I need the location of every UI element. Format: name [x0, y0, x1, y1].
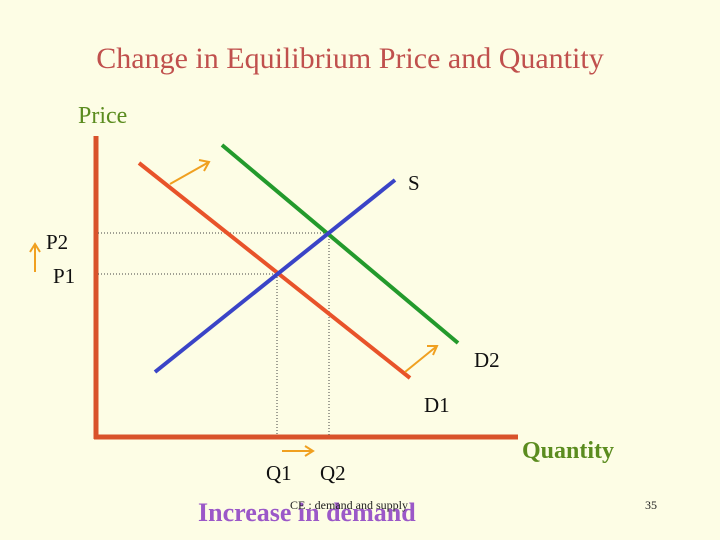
slide-title: Change in Equilibrium Price and Quantity	[96, 42, 604, 75]
y-axis-label: Price	[78, 103, 128, 129]
supply-label: S	[408, 171, 420, 195]
price-increase-arrow	[29, 242, 41, 272]
supply-curve	[153, 178, 397, 374]
quantity-increase-arrow	[282, 445, 315, 457]
demand-curve-d2	[220, 143, 460, 345]
demand-curve-d1	[137, 161, 412, 380]
price-label-p1: P1	[53, 264, 76, 288]
demand-shift-arrow-upper	[169, 159, 211, 185]
demand-shift-arrow-lower	[404, 345, 439, 373]
quantity-label-q1: Q1	[266, 461, 292, 485]
footer-caption: Increase in demand	[198, 498, 416, 527]
quantity-label-q2: Q2	[320, 461, 346, 485]
slide-number: 35	[645, 498, 657, 512]
price-label-p2: P2	[46, 230, 69, 254]
demand-label-d2: D2	[474, 348, 500, 372]
x-axis-label: Quantity	[522, 438, 615, 464]
footer-source: CE : demand and supply	[290, 498, 408, 512]
demand-label-d1: D1	[424, 393, 450, 417]
